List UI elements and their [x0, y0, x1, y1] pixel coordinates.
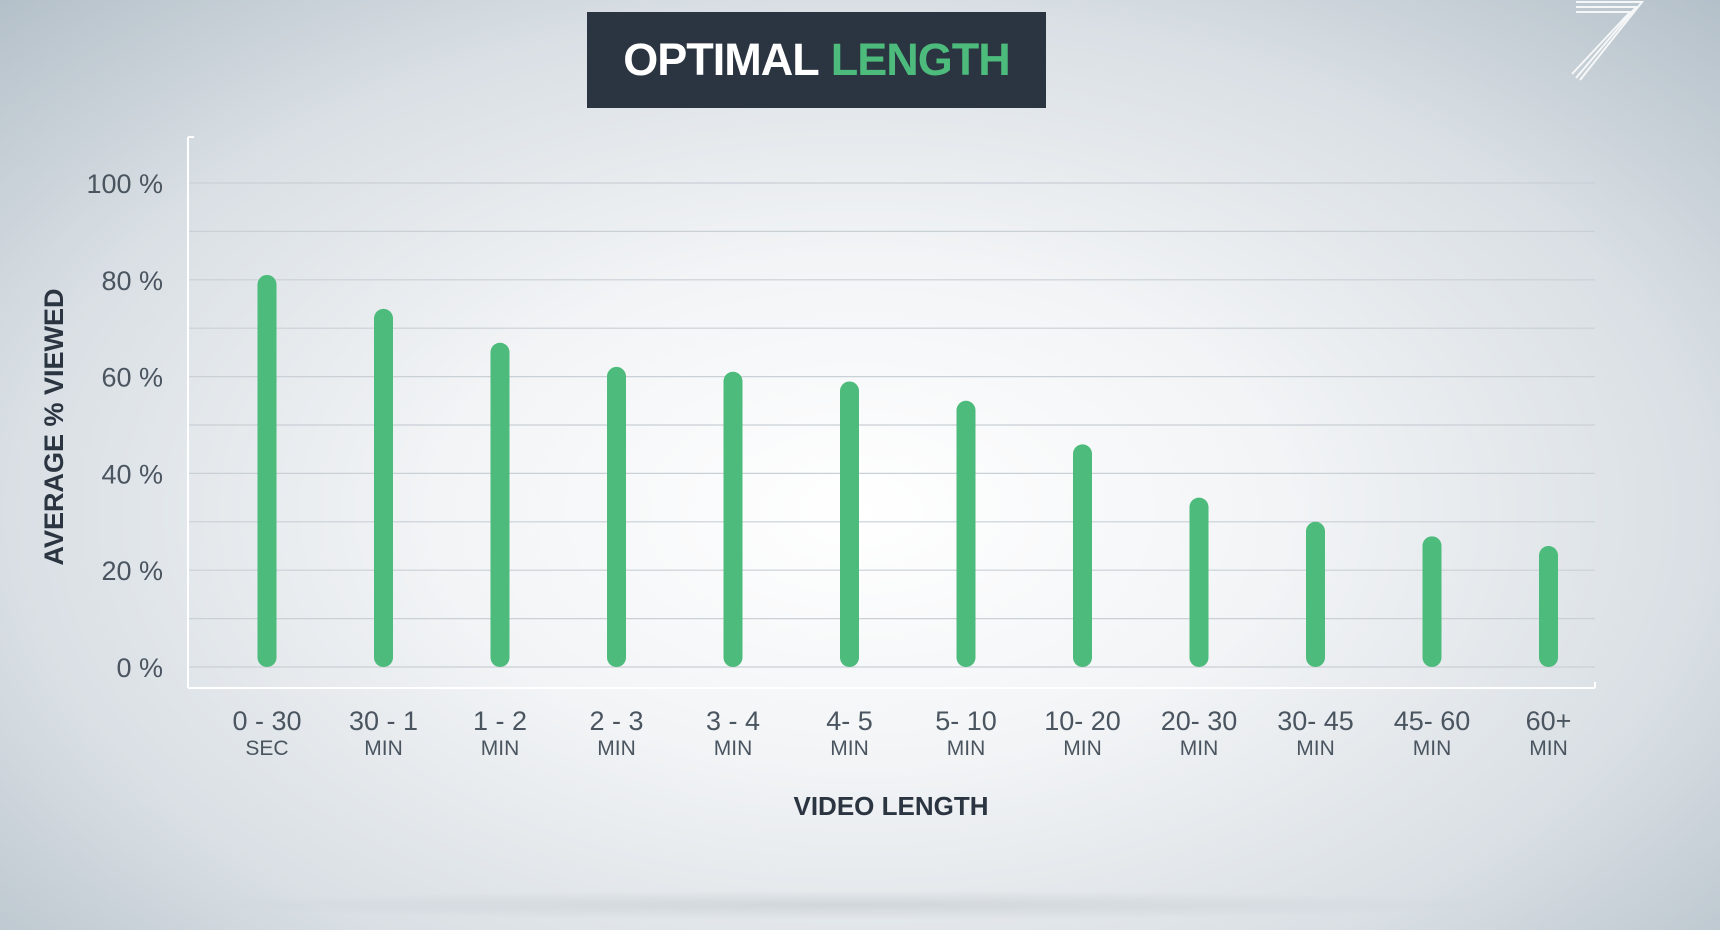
- x-tick-sublabel: MIN: [1180, 737, 1219, 760]
- title-part-one: OPTIMAL: [623, 34, 819, 85]
- x-tick-sublabel: SEC: [245, 737, 288, 760]
- axes: [187, 136, 1596, 689]
- bar: [1073, 444, 1092, 667]
- title-part-two: LENGTH: [830, 34, 1011, 85]
- bar: [840, 381, 859, 667]
- chart-title: OPTIMAL LENGTH: [587, 12, 1046, 108]
- x-tick-sublabel: MIN: [830, 737, 869, 760]
- x-axis-title: VIDEO LENGTH: [793, 791, 988, 821]
- y-axis-title: AVERAGE % VIEWED: [39, 288, 69, 565]
- x-tick-label: 60+: [1526, 706, 1572, 736]
- y-tick-label: 0 %: [116, 653, 163, 683]
- x-tick-label: 4- 5: [826, 706, 873, 736]
- stylized-seven-logo-icon: [1571, 0, 1645, 81]
- x-tick-sublabel: MIN: [597, 737, 636, 760]
- bar: [1539, 546, 1558, 667]
- x-tick-sublabel: MIN: [714, 737, 753, 760]
- x-tick-sublabel: MIN: [1529, 737, 1568, 760]
- x-tick-label: 20- 30: [1161, 706, 1238, 736]
- x-tick-label: 10- 20: [1044, 706, 1121, 736]
- y-tick-label: 100 %: [86, 169, 163, 199]
- x-tick-label: 2 - 3: [589, 706, 643, 736]
- x-tick-label: 1 - 2: [473, 706, 527, 736]
- bar: [607, 366, 626, 667]
- x-tick-label: 45- 60: [1394, 706, 1471, 736]
- bar: [490, 342, 510, 667]
- y-tick-label: 80 %: [101, 266, 163, 296]
- y-tick-label: 20 %: [101, 556, 163, 586]
- bar: [1422, 536, 1442, 667]
- y-tick-label: 40 %: [101, 459, 163, 489]
- bar: [723, 371, 743, 667]
- bar: [374, 308, 393, 667]
- x-tick-label: 3 - 4: [706, 706, 760, 736]
- x-tick-sublabel: MIN: [1063, 737, 1102, 760]
- x-tick-label: 30 - 1: [349, 706, 418, 736]
- bar: [1189, 497, 1209, 667]
- grid-lines: [188, 182, 1595, 668]
- y-tick-label: 60 %: [101, 363, 163, 393]
- floor-shadow: [200, 890, 1500, 920]
- bar: [956, 400, 976, 667]
- y-tick-labels: 0 % 20 % 40 % 60 % 80 % 100 %: [86, 169, 163, 683]
- x-tick-sublabel: MIN: [364, 737, 403, 760]
- x-tick-label: 5- 10: [935, 706, 997, 736]
- x-tick-label: 30- 45: [1277, 706, 1354, 736]
- x-tick-label: 0 - 30: [232, 706, 301, 736]
- x-tick-sublabel: MIN: [481, 737, 520, 760]
- bars: [257, 274, 1558, 667]
- bar: [1306, 521, 1325, 667]
- x-tick-sublabel: MIN: [1413, 737, 1452, 760]
- bar: [257, 274, 277, 667]
- x-tick-sublabel: MIN: [1296, 737, 1335, 760]
- x-tick-sublabel: MIN: [947, 737, 986, 760]
